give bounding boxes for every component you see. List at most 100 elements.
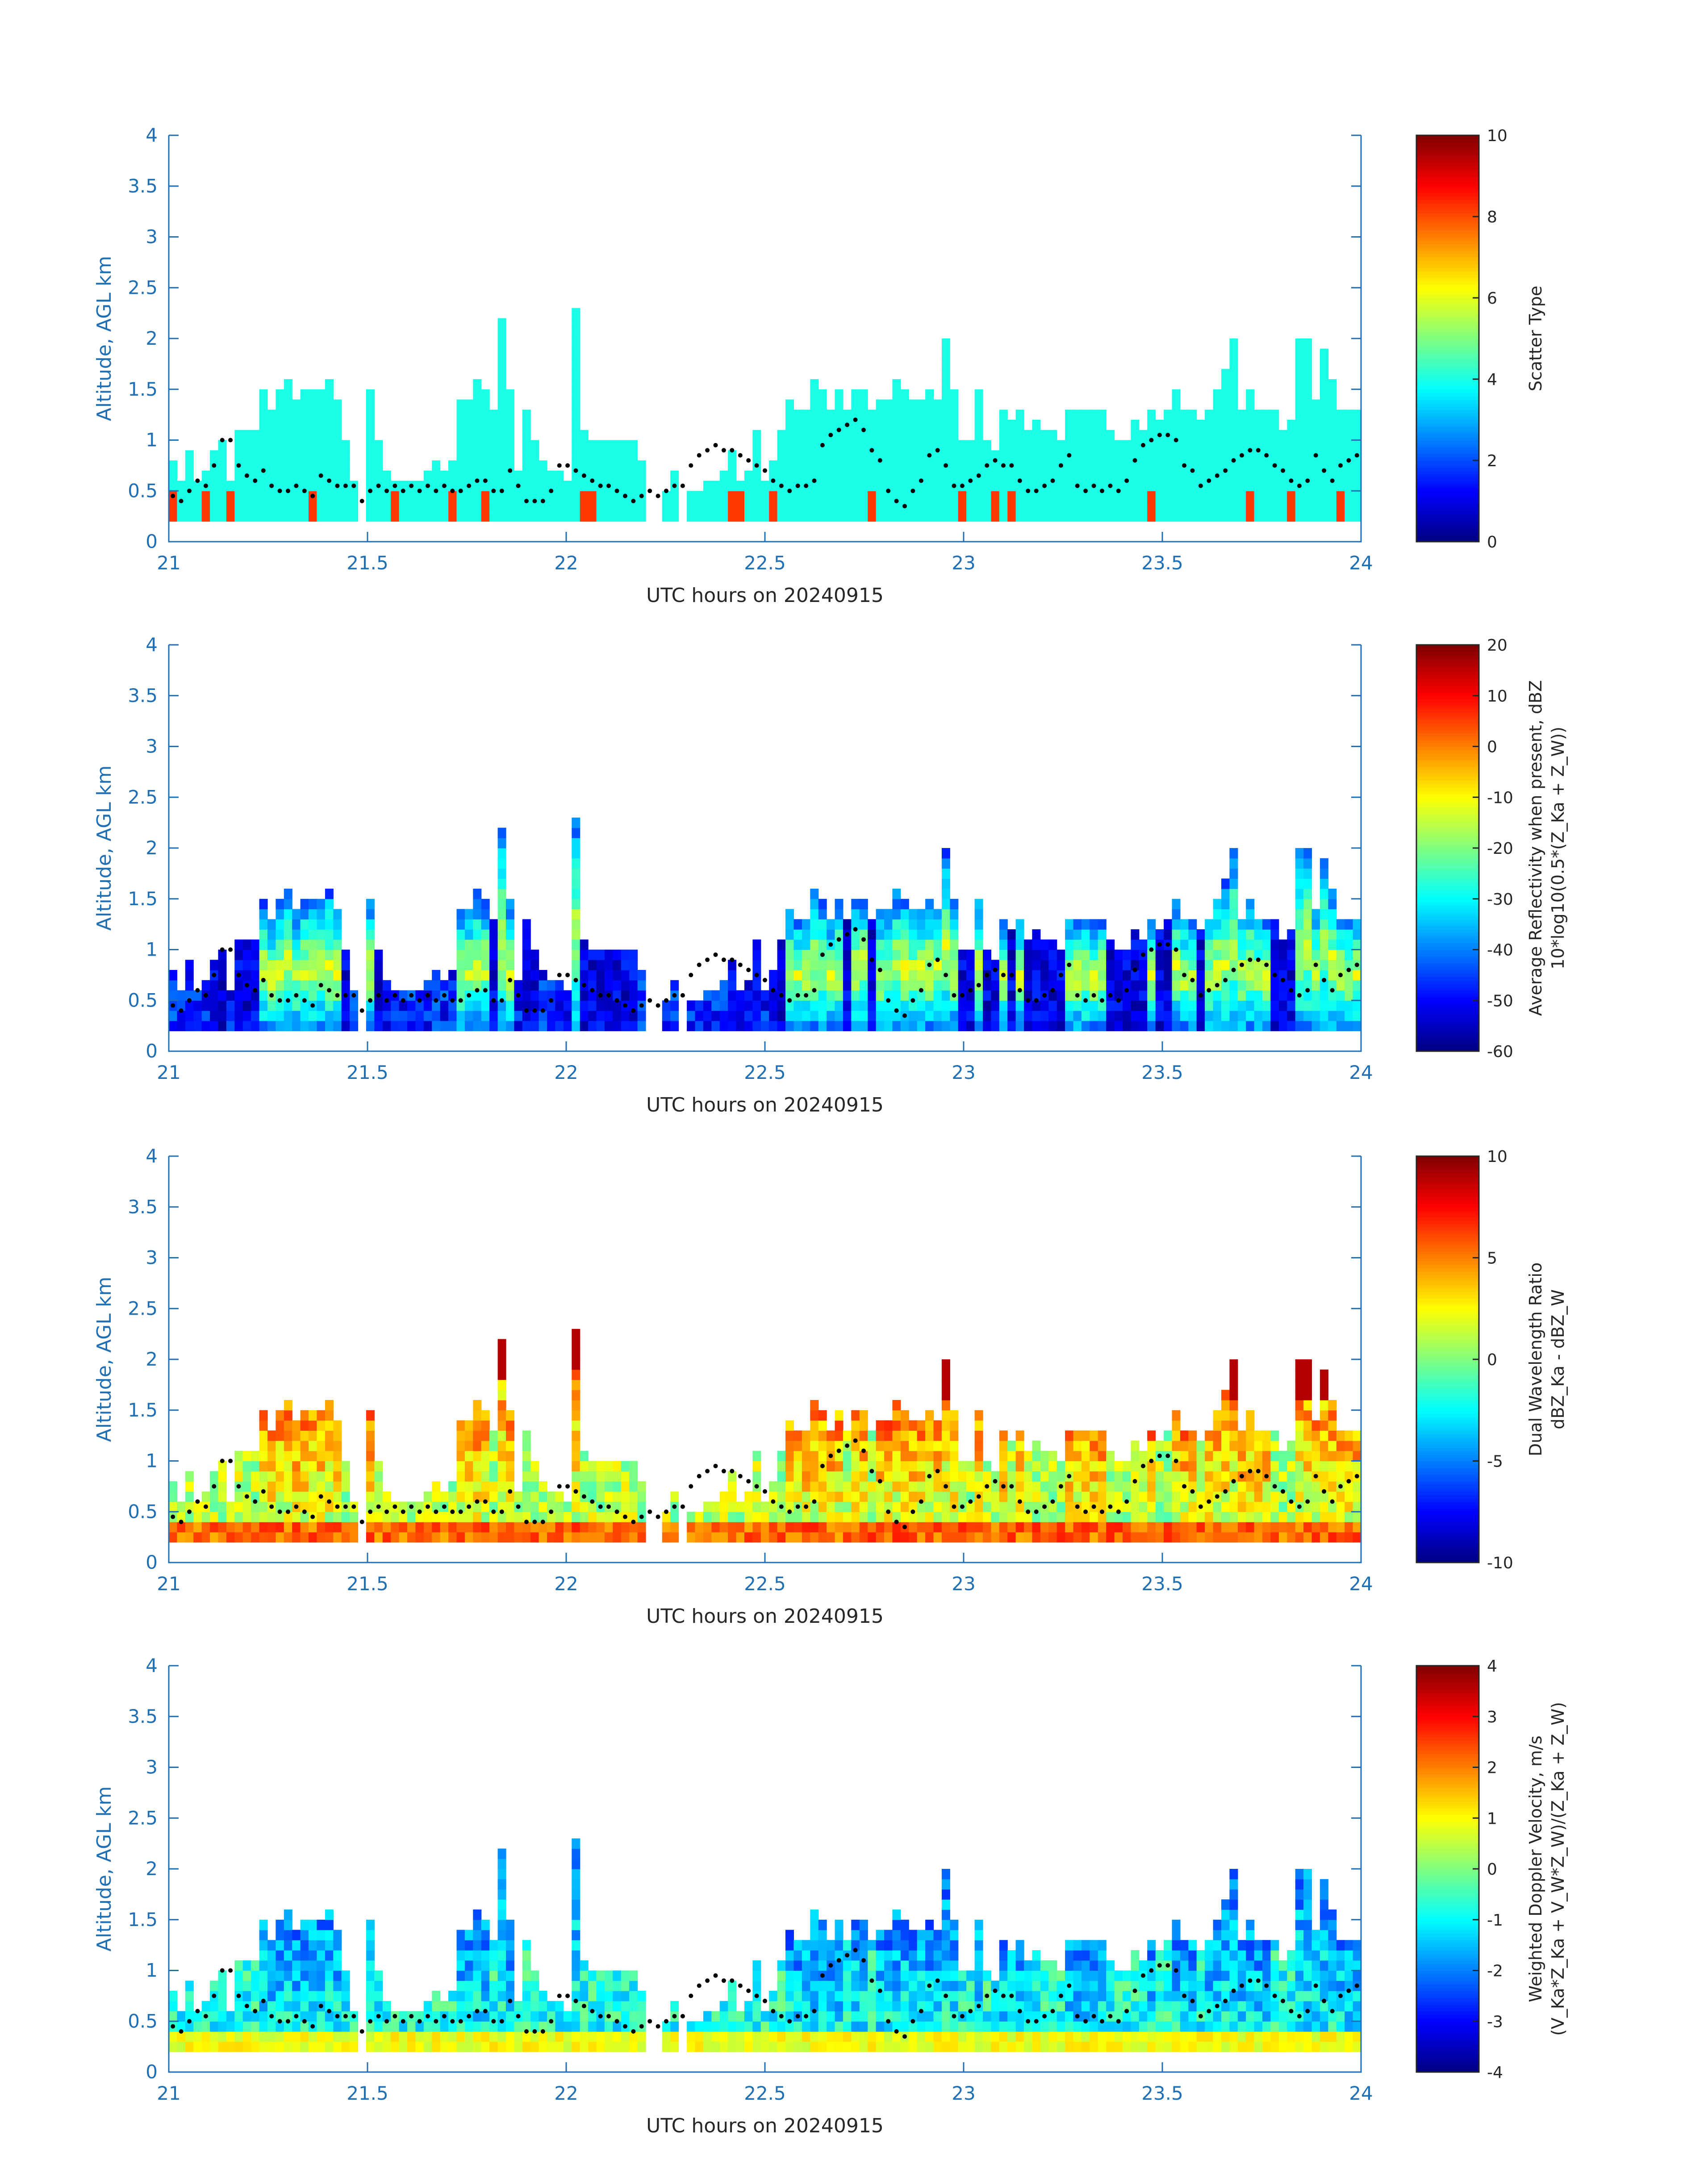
heatmap-cell <box>983 1532 991 1543</box>
heatmap-cell <box>933 450 942 461</box>
echo-top-dot <box>508 1489 513 1494</box>
heatmap-cell <box>777 430 786 441</box>
heatmap-cell <box>210 470 219 481</box>
heatmap-cell <box>991 1011 1000 1021</box>
heatmap-cell <box>662 1011 671 1021</box>
echo-top-dot <box>1223 1489 1228 1494</box>
heatmap-cell <box>374 501 383 512</box>
heatmap-cell <box>835 460 844 471</box>
heatmap-cell <box>884 1020 893 1032</box>
heatmap-cell <box>1147 1481 1156 1492</box>
colorbar-swatch <box>1416 977 1479 981</box>
heatmap-cell <box>276 1410 284 1421</box>
heatmap-cell <box>1090 501 1098 512</box>
heatmap-cell <box>1295 440 1304 451</box>
heatmap-cell <box>432 470 441 481</box>
heatmap-cell <box>859 501 868 512</box>
heatmap-cell <box>1048 440 1057 451</box>
heatmap-cell <box>292 440 301 451</box>
heatmap-cell <box>1073 440 1082 451</box>
heatmap-cell <box>333 939 342 950</box>
heatmap-cell <box>333 1011 342 1021</box>
echo-top-dot <box>318 983 323 988</box>
heatmap-cell <box>1081 460 1090 471</box>
colorbar-swatch <box>1416 308 1479 312</box>
heatmap-cell <box>941 1430 950 1441</box>
heatmap-cells <box>169 817 1361 1032</box>
echo-top-dot <box>836 937 841 942</box>
heatmap-cell <box>851 409 860 420</box>
heatmap-cell <box>1032 460 1041 471</box>
heatmap-cell <box>588 491 597 501</box>
heatmap-cell <box>670 1020 679 1032</box>
heatmap-cell <box>1073 1491 1082 1502</box>
heatmap-cell <box>793 409 802 420</box>
colorbar-swatch <box>1416 365 1479 370</box>
colorbar-tick-label: -50 <box>1487 992 1513 1010</box>
heatmap-cell <box>580 501 589 512</box>
heatmap-cell <box>473 501 482 512</box>
heatmap-cell <box>1262 409 1271 420</box>
heatmap-cell <box>687 1011 696 1021</box>
echo-top-dot <box>1313 1474 1318 1479</box>
heatmap-cell <box>456 1450 465 1462</box>
echo-top-dot <box>1272 973 1277 978</box>
heatmap-cell <box>917 1481 926 1492</box>
heatmap-cell <box>1303 1450 1312 1462</box>
heatmap-cell <box>506 909 514 919</box>
heatmap-cell <box>1073 1450 1082 1462</box>
echo-top-dot <box>467 483 472 488</box>
echo-top-dot <box>795 483 800 488</box>
heatmap-cell <box>596 1020 605 1032</box>
heatmap-cell <box>1320 369 1328 380</box>
heatmap-cell <box>300 470 309 481</box>
heatmap-cell <box>1229 1379 1238 1390</box>
heatmap-cell <box>687 1020 696 1032</box>
heatmap-cell <box>300 481 309 491</box>
colorbar-swatch <box>1416 477 1479 481</box>
heatmap-cell <box>950 1420 959 1431</box>
heatmap-cell <box>933 960 942 970</box>
echo-top-dot <box>861 1448 866 1453</box>
heatmap-cell <box>884 1501 893 1512</box>
heatmap-cell <box>292 1522 301 1533</box>
heatmap-cell <box>999 1461 1008 1471</box>
heatmap-cell <box>752 440 761 451</box>
echo-top-dot <box>540 499 545 503</box>
heatmap-cell <box>1007 960 1016 970</box>
heatmap-cell <box>884 990 893 1001</box>
heatmap-cell <box>1229 1441 1238 1451</box>
heatmap-cell <box>1180 1522 1189 1533</box>
heatmap-cell <box>1098 481 1107 491</box>
heatmap-cell <box>317 430 326 441</box>
heatmap-cell <box>941 430 950 441</box>
heatmap-cell <box>917 939 926 950</box>
heatmap-cell <box>1320 1441 1328 1451</box>
heatmap-cell <box>456 960 465 970</box>
heatmap-cell <box>719 501 728 512</box>
colorbar-swatch <box>1416 740 1479 744</box>
heatmap-cell <box>917 1501 926 1512</box>
heatmap-cell <box>900 1461 909 1471</box>
colorbar-swatch <box>1416 716 1479 720</box>
heatmap-cell <box>1295 348 1304 359</box>
heatmap-cell <box>572 389 580 400</box>
heatmap-cell <box>366 409 375 420</box>
echo-top-dot <box>557 463 562 468</box>
heatmap-cell <box>752 470 761 481</box>
heatmap-cell <box>1303 1390 1312 1400</box>
colorbar-swatch <box>1416 756 1479 760</box>
heatmap-cell <box>1328 980 1337 991</box>
heatmap-cell <box>366 1461 375 1471</box>
heatmap-cell <box>1164 990 1173 1001</box>
heatmap-cell <box>440 501 449 512</box>
heatmap-cell <box>572 1450 580 1462</box>
heatmap-cell <box>744 491 753 501</box>
heatmap-cell <box>497 949 506 960</box>
heatmap-cell <box>1073 409 1082 420</box>
echo-top-dot <box>1067 1474 1072 1479</box>
heatmap-cell <box>1270 1491 1279 1502</box>
heatmap-cell <box>1254 460 1263 471</box>
heatmap-cell <box>876 399 885 410</box>
heatmap-cell <box>1007 1020 1016 1032</box>
